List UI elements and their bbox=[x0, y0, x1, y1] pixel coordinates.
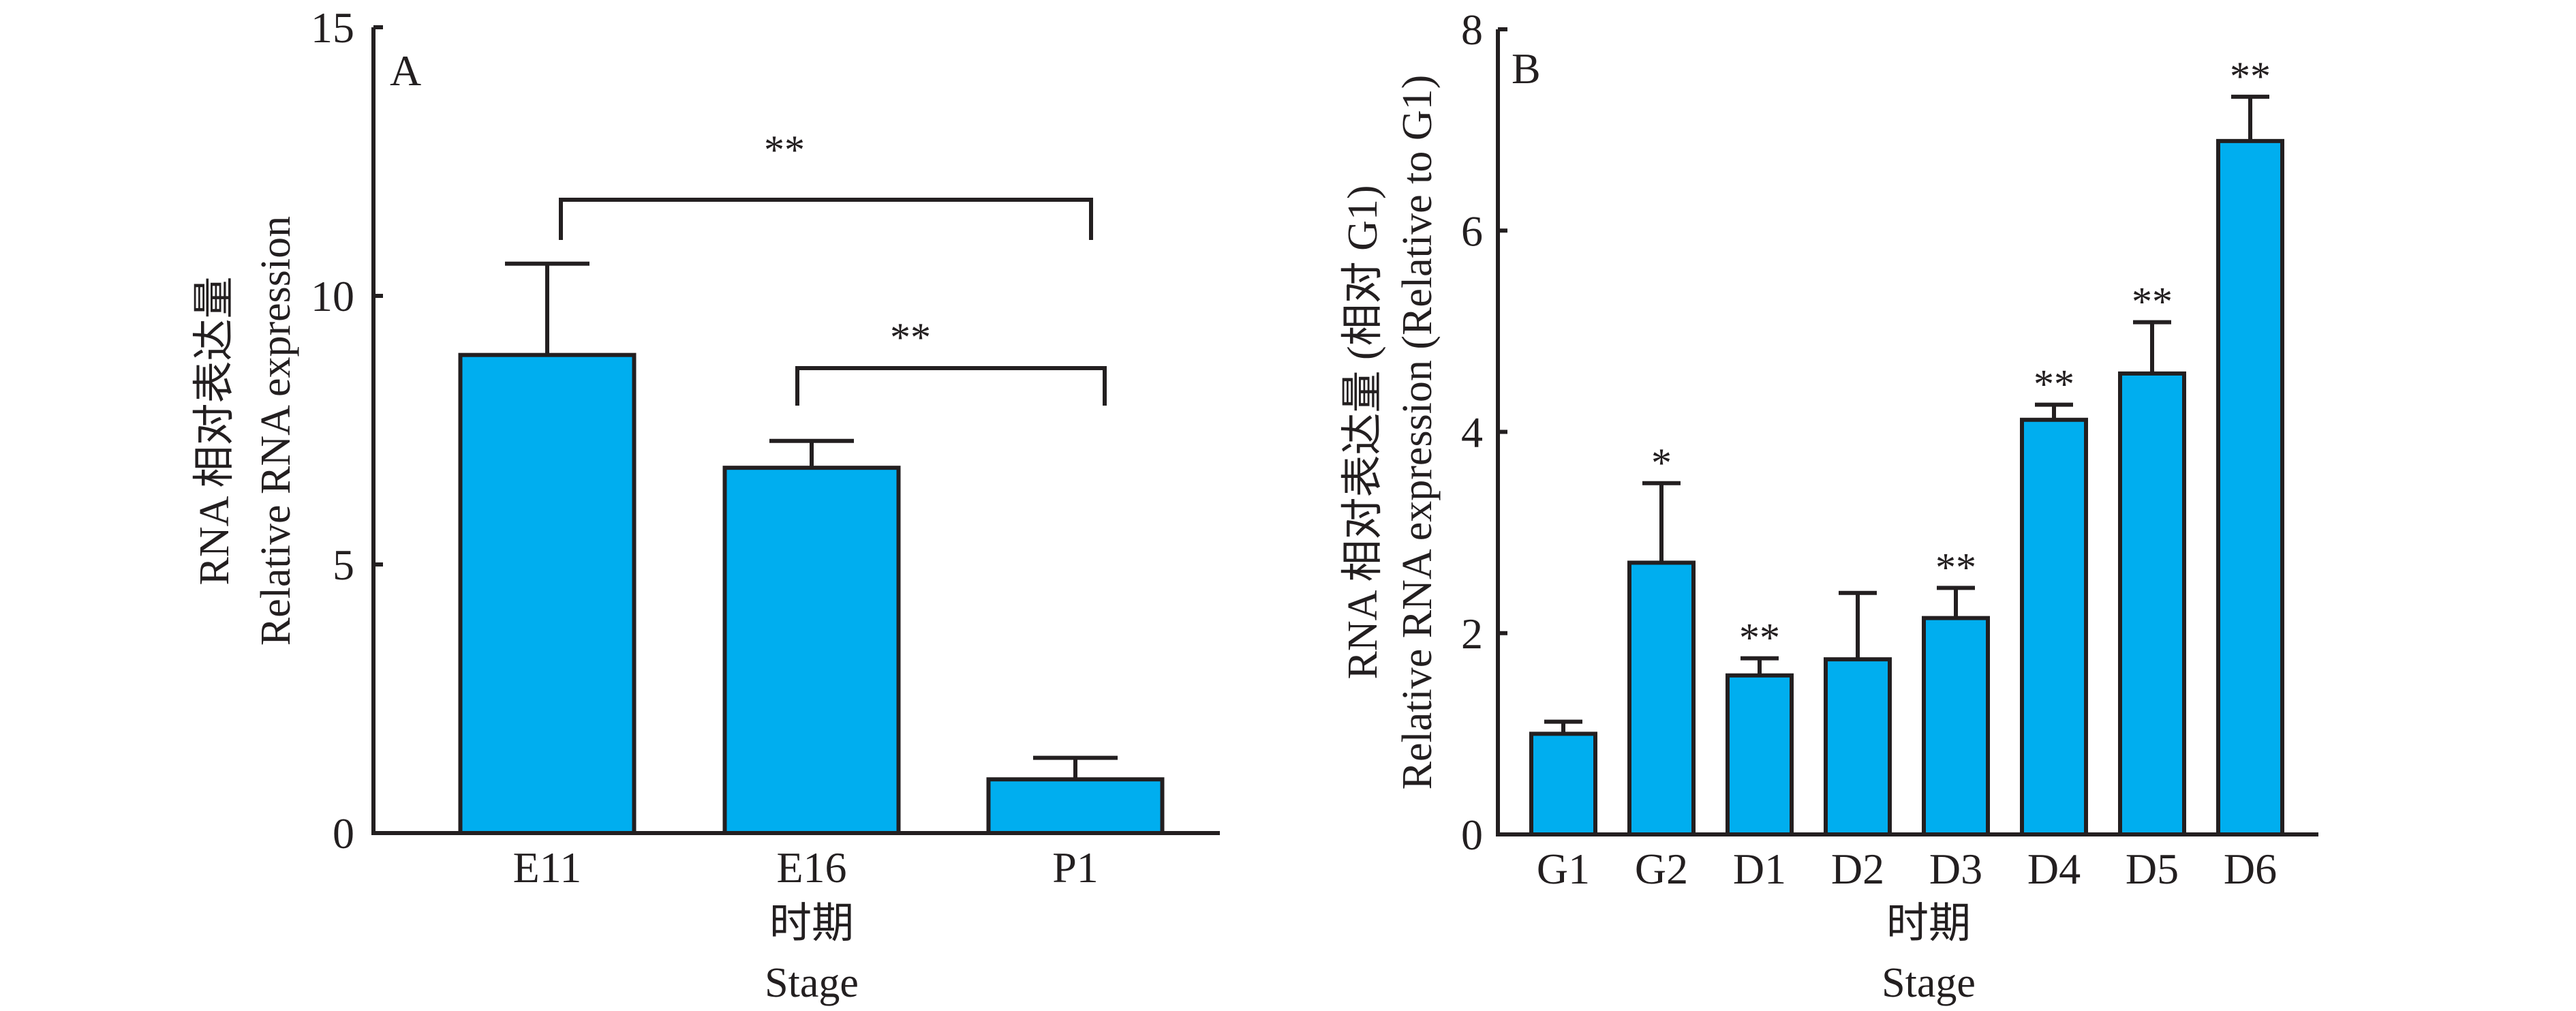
significance-label: ** bbox=[2034, 362, 2074, 407]
y-tick-label: 10 bbox=[311, 272, 354, 320]
significance-bracket bbox=[559, 198, 1093, 240]
significance-bracket bbox=[795, 366, 1107, 406]
panel-label-a: A bbox=[390, 46, 421, 95]
significance-label: ** bbox=[1739, 616, 1780, 661]
y-axis-title-a-line1: RNA 相对表达量 bbox=[191, 277, 238, 586]
x-tick-label: E16 bbox=[776, 843, 846, 892]
x-tick-label: D1 bbox=[1733, 845, 1786, 893]
significance-label: ** bbox=[764, 127, 805, 172]
x-axis-title-b-line2: Stage bbox=[1882, 960, 1976, 1006]
y-axis-title-b-line1: RNA 相对表达量 (相对 G1) bbox=[1340, 185, 1386, 679]
y-tick-label: 15 bbox=[311, 3, 354, 52]
y-axis-title-a-line2: Relative RNA expression bbox=[253, 216, 299, 646]
y-tick-label: 2 bbox=[1461, 609, 1483, 658]
chart-b: B RNA 相对表达量 (相对 G1) Relative RNA express… bbox=[1340, 5, 2318, 1006]
chart-a: A RNA 相对表达量 Relative RNA expression 时期 S… bbox=[191, 3, 1220, 1006]
x-tick-label: D4 bbox=[2027, 845, 2081, 893]
x-tick-label: D6 bbox=[2224, 845, 2277, 893]
bar-G2 bbox=[1627, 560, 1696, 836]
x-tick-label: D5 bbox=[2126, 845, 2179, 893]
y-tick-label: 4 bbox=[1461, 408, 1483, 457]
x-tick-label: D3 bbox=[1929, 845, 1982, 893]
y-tick-label: 0 bbox=[1461, 811, 1483, 859]
y-tick-label: 0 bbox=[333, 809, 354, 858]
bar-E11 bbox=[458, 352, 637, 835]
x-tick-label: P1 bbox=[1052, 843, 1099, 892]
y-axis-title-b-line2: Relative RNA expression (Relative to G1) bbox=[1394, 75, 1441, 790]
significance-label: ** bbox=[1935, 545, 1976, 590]
x-tick-label: G2 bbox=[1635, 845, 1688, 893]
y-tick-label: 8 bbox=[1461, 5, 1483, 54]
bar-D6 bbox=[2216, 138, 2284, 836]
significance-label: ** bbox=[2132, 280, 2173, 325]
bar-D4 bbox=[2020, 417, 2088, 836]
significance-label: ** bbox=[890, 315, 931, 360]
bar-D1 bbox=[1726, 673, 1794, 836]
bar-D2 bbox=[1824, 657, 1892, 836]
significance-label: * bbox=[1651, 440, 1672, 485]
bar-E16 bbox=[722, 466, 901, 835]
y-tick-label: 5 bbox=[333, 541, 354, 589]
x-axis-title-a-line1: 时期 bbox=[769, 901, 854, 947]
x-axis-title-b-line1: 时期 bbox=[1886, 901, 1971, 947]
bar-P1 bbox=[986, 777, 1165, 835]
bar-D5 bbox=[2118, 371, 2186, 836]
bar-G1 bbox=[1529, 731, 1597, 836]
significance-label: ** bbox=[2230, 54, 2271, 99]
x-tick-label: G1 bbox=[1537, 845, 1590, 893]
y-tick-label: 6 bbox=[1461, 207, 1483, 255]
bar-D3 bbox=[1922, 616, 1990, 836]
x-axis-title-a-line2: Stage bbox=[765, 960, 859, 1006]
x-tick-label: D2 bbox=[1831, 845, 1884, 893]
panel-label-b: B bbox=[1512, 44, 1541, 93]
x-tick-label: E11 bbox=[513, 843, 582, 892]
